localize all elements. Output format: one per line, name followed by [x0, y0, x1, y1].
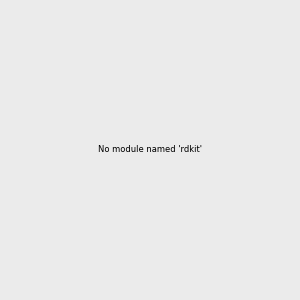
Text: No module named 'rdkit': No module named 'rdkit'	[98, 146, 202, 154]
